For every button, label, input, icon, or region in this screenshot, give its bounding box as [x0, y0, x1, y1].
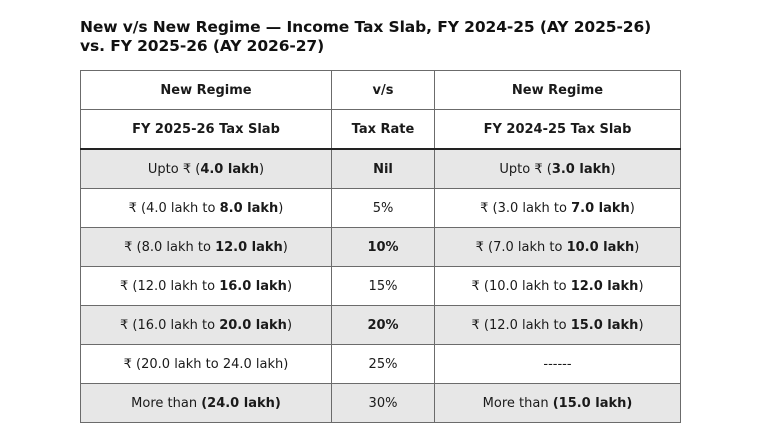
header-fy-2025-26: FY 2025-26 Tax Slab	[80, 109, 332, 150]
slab-fy-2024-25: ₹ (7.0 lakh to 10.0 lakh)	[434, 227, 681, 267]
header-new-regime-right: New Regime	[434, 70, 681, 110]
slab-fy-2024-25: ------	[434, 344, 681, 384]
slab-fy-2024-25: ₹ (10.0 lakh to 12.0 lakh)	[434, 266, 681, 306]
slab-fy-2025-26: More than (24.0 lakh)	[80, 383, 332, 423]
slab-fy-2024-25: ₹ (3.0 lakh to 7.0 lakh)	[434, 188, 681, 228]
table-row: ₹ (20.0 lakh to 24.0 lakh) 25% ------	[80, 344, 681, 384]
slab-fy-2024-25: ₹ (12.0 lakh to 15.0 lakh)	[434, 305, 681, 345]
header-new-regime-left: New Regime	[80, 70, 332, 110]
header-tax-rate: Tax Rate	[331, 109, 435, 150]
tax-rate: 20%	[331, 305, 435, 345]
table-row: More than (24.0 lakh) 30% More than (15.…	[80, 383, 681, 423]
slab-fy-2025-26: ₹ (8.0 lakh to 12.0 lakh)	[80, 227, 332, 267]
table-row: ₹ (4.0 lakh to 8.0 lakh) 5% ₹ (3.0 lakh …	[80, 188, 681, 228]
tax-rate: 25%	[331, 344, 435, 384]
table-row: ₹ (8.0 lakh to 12.0 lakh) 10% ₹ (7.0 lak…	[80, 227, 681, 267]
table-row: ₹ (16.0 lakh to 20.0 lakh) 20% ₹ (12.0 l…	[80, 305, 681, 345]
tax-rate: 5%	[331, 188, 435, 228]
table-row: ₹ (12.0 lakh to 16.0 lakh) 15% ₹ (10.0 l…	[80, 266, 681, 306]
slab-fy-2025-26: Upto ₹ (4.0 lakh)	[80, 148, 332, 189]
slab-fy-2025-26: ₹ (12.0 lakh to 16.0 lakh)	[80, 266, 332, 306]
tax-rate: 30%	[331, 383, 435, 423]
slab-fy-2024-25: More than (15.0 lakh)	[434, 383, 681, 423]
table-row: Upto ₹ (4.0 lakh) Nil Upto ₹ (3.0 lakh)	[80, 148, 681, 189]
header-row-regime: New Regime v/s New Regime	[80, 70, 681, 110]
slab-fy-2025-26: ₹ (4.0 lakh to 8.0 lakh)	[80, 188, 332, 228]
tax-rate: Nil	[331, 148, 435, 189]
slab-fy-2025-26: ₹ (20.0 lakh to 24.0 lakh)	[80, 344, 332, 384]
tax-rate: 10%	[331, 227, 435, 267]
tax-rate: 15%	[331, 266, 435, 306]
header-row-fy: FY 2025-26 Tax Slab Tax Rate FY 2024-25 …	[80, 109, 681, 150]
header-fy-2024-25: FY 2024-25 Tax Slab	[434, 109, 681, 150]
page-title: New v/s New Regime — Income Tax Slab, FY…	[80, 18, 652, 55]
slab-fy-2025-26: ₹ (16.0 lakh to 20.0 lakh)	[80, 305, 332, 345]
slab-fy-2024-25: Upto ₹ (3.0 lakh)	[434, 148, 681, 189]
header-vs: v/s	[331, 70, 435, 110]
tax-slab-table: New Regime v/s New Regime FY 2025-26 Tax…	[80, 70, 681, 423]
